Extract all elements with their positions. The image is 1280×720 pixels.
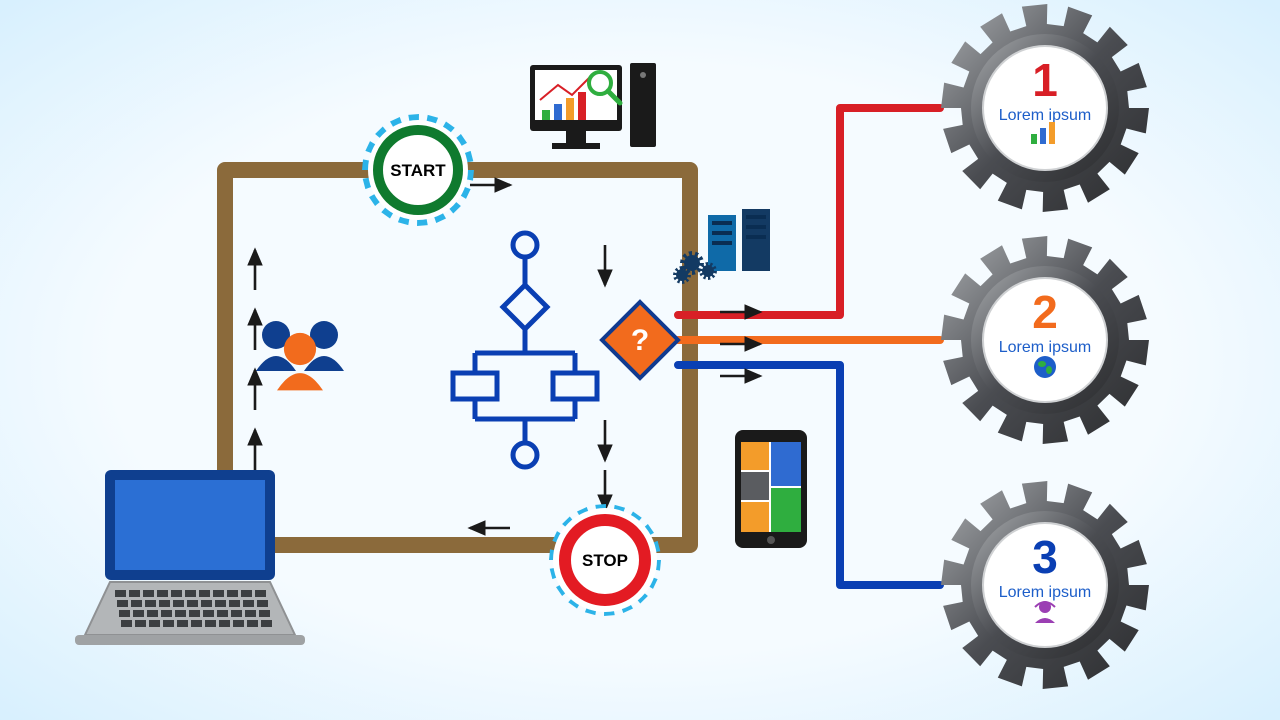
gear1-caption: Lorem ipsum [999, 107, 1091, 124]
globe-icon [1034, 356, 1056, 378]
gear3-number: 3 [1032, 531, 1058, 583]
decision-label: ? [631, 324, 649, 357]
infographic-canvas: ?STARTSTOP1Lorem ipsum2Lorem ipsum3Lorem… [0, 0, 1280, 720]
laptop-icon [75, 470, 305, 645]
smartphone-icon [735, 430, 807, 548]
start-badge-label: START [390, 161, 446, 180]
gear2-number: 2 [1032, 286, 1058, 338]
gear1-number: 1 [1032, 54, 1058, 106]
gear3-caption: Lorem ipsum [999, 584, 1091, 601]
gear2-caption: Lorem ipsum [999, 339, 1091, 356]
stop-badge-label: STOP [582, 551, 628, 570]
